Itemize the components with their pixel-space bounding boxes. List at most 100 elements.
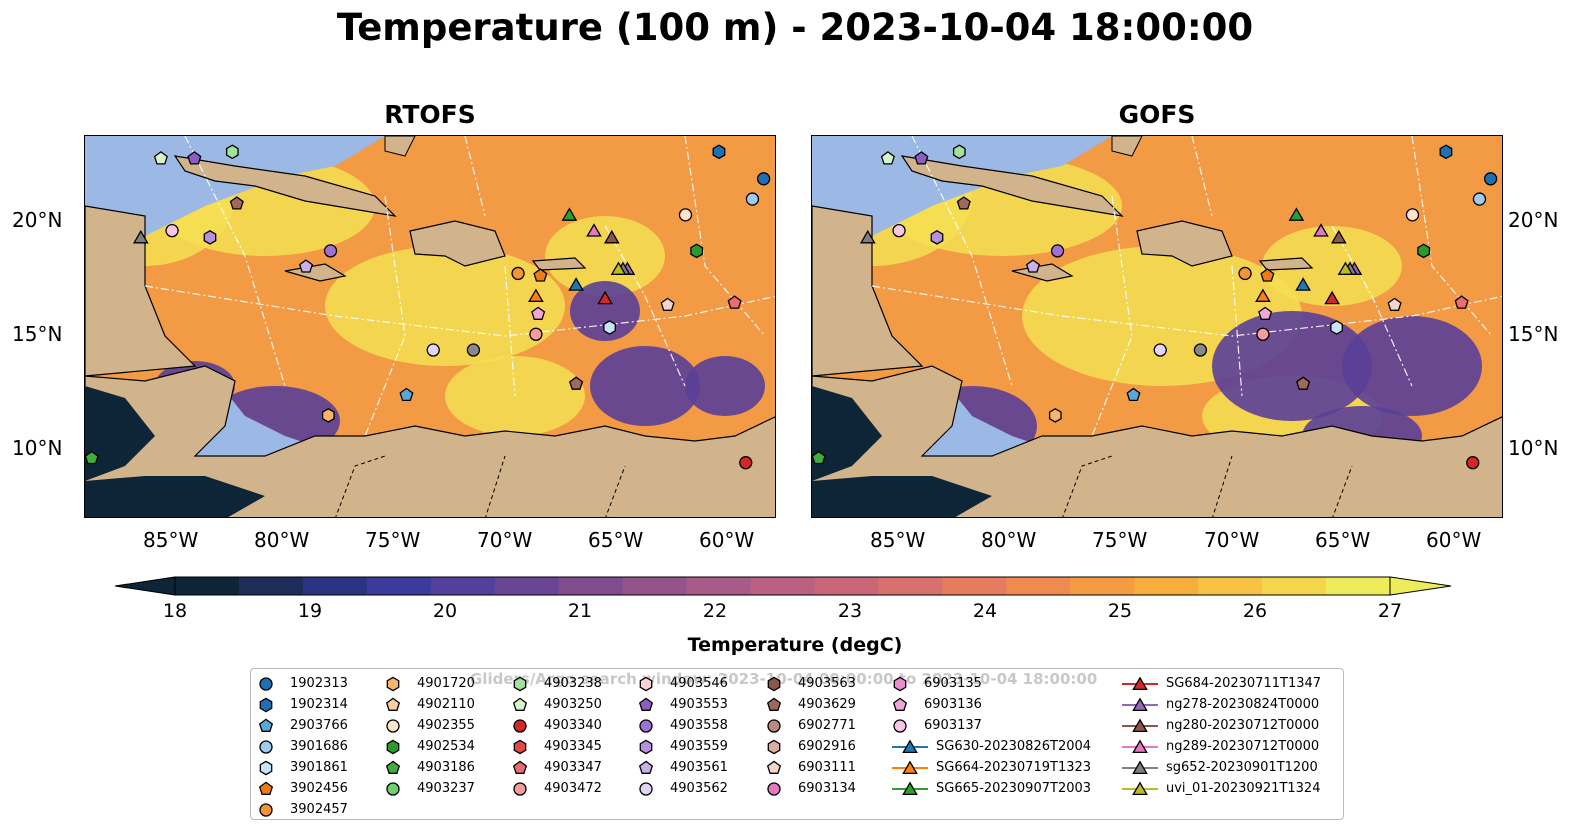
cool-patch	[1342, 316, 1482, 416]
legend-marker-ng289-20230712T0000	[1122, 739, 1158, 754]
colorbar-tick-27: 27	[1377, 600, 1403, 622]
legend-symbol	[259, 677, 273, 691]
float-marker-4903340	[1466, 456, 1480, 470]
legend-symbol	[385, 760, 401, 774]
legend-label: 4902534	[417, 739, 475, 754]
colorbar-tick-18: 18	[162, 600, 188, 622]
legend-symbol	[386, 739, 400, 755]
colorbar-segment	[175, 577, 240, 595]
legend-label: 6903136	[924, 697, 982, 712]
legend-symbol	[513, 782, 527, 796]
legend-label: 4903238	[544, 676, 602, 691]
legend-label: ng280-20230712T0000	[1166, 718, 1320, 733]
legend-label: SG664-20230719T1323	[936, 760, 1092, 775]
float-marker-1902314	[712, 144, 726, 160]
legend-label: 4903559	[670, 739, 728, 754]
legend-marker-4902110	[385, 697, 401, 711]
legend-symbol	[386, 782, 400, 796]
legend-marker-4903237	[386, 782, 400, 796]
float-marker-3901861	[603, 320, 616, 335]
float-marker-3902457	[511, 266, 525, 281]
legend-symbol	[1132, 739, 1148, 754]
glider-marker-SG665	[561, 207, 578, 221]
map-panel-gofs[interactable]	[811, 135, 1503, 518]
legend-marker-4903546	[639, 676, 653, 692]
colorbar	[115, 576, 1452, 596]
lon-tick-65w-gofs: 65°W	[1315, 528, 1371, 552]
legend-label: 6903111	[798, 760, 856, 775]
legend-label: 4903472	[544, 781, 602, 796]
legend-marker-4903561	[638, 760, 654, 774]
legend-symbol	[767, 719, 781, 733]
float-marker-4903629	[569, 376, 584, 390]
legend-marker-4903250	[512, 697, 528, 711]
lat-tick-15n-left: 15°N	[12, 322, 63, 346]
float-marker-2903766	[399, 387, 414, 402]
legend-symbol	[638, 697, 654, 711]
eez-boundary	[911, 136, 1013, 387]
cool-patch	[685, 356, 765, 416]
shelf-north	[85, 136, 385, 256]
legend-symbol	[386, 676, 400, 692]
lon-tick-75w-gofs: 75°W	[1092, 528, 1148, 552]
legend-symbol	[1132, 697, 1148, 712]
legend-marker-4903558	[639, 719, 653, 733]
legend-label: 4903629	[798, 697, 856, 712]
colorbar-extend-high	[1389, 576, 1452, 596]
legend-label: 3902456	[290, 781, 348, 796]
eez-boundary	[1091, 195, 1133, 437]
legend-symbol	[766, 760, 782, 774]
legend-label: 4903237	[417, 781, 475, 796]
float-marker-4903250	[153, 151, 168, 165]
legend-label: 4903558	[670, 718, 728, 733]
legend-symbol	[1132, 781, 1148, 796]
eez-boundary	[604, 225, 686, 387]
glider-marker-SG684	[597, 290, 613, 305]
legend-marker-SG665-20230907T2003	[892, 781, 928, 796]
eez-boundary	[871, 285, 1502, 337]
legend-label: 4903561	[670, 760, 728, 775]
legend-symbol	[513, 676, 527, 692]
colorbar-segment	[1198, 577, 1263, 595]
lon-tick-70w-gofs: 70°W	[1204, 528, 1260, 552]
pacific-dark	[812, 386, 882, 481]
float-marker-4903629	[229, 196, 244, 210]
float-marker-3901686	[745, 192, 760, 206]
legend-label: 3901861	[290, 760, 348, 775]
float-marker-1902314	[1439, 144, 1453, 160]
legend-symbol	[902, 739, 918, 754]
legend-marker-4902534	[386, 739, 400, 755]
lat-tick-15n-right: 15°N	[1508, 322, 1559, 346]
legend-label: 4903250	[544, 697, 602, 712]
legend-watermark: Gliders/Argo search window: 2023-10-04 0…	[470, 670, 1098, 688]
float-marker-1902313	[1483, 172, 1498, 186]
legend-label: 4903563	[798, 676, 856, 691]
land-central-america	[812, 205, 924, 377]
colorbar-segment	[1134, 577, 1199, 595]
land-puerto-rico	[1258, 257, 1314, 271]
lon-tick-80w-gofs: 80°W	[981, 528, 1037, 552]
colorbar-segment	[942, 577, 1007, 595]
colorbar-tick-25: 25	[1107, 600, 1133, 622]
lat-tick-10n-left: 10°N	[12, 436, 63, 460]
legend-label: 2903766	[290, 718, 348, 733]
legend-marker-4903562	[639, 782, 653, 796]
glider-marker-extra	[132, 229, 149, 244]
warm-patch	[325, 246, 565, 366]
legend	[250, 668, 1344, 820]
eez-boundary	[1191, 136, 1213, 217]
country-border	[335, 455, 626, 517]
colorbar-segment	[238, 577, 304, 595]
map-panel-rtofs[interactable]	[84, 135, 776, 518]
float-marker-4901720	[1048, 408, 1062, 423]
legend-label: SG665-20230907T2003	[936, 781, 1092, 796]
legend-symbol	[386, 719, 400, 733]
colorbar-segment	[558, 577, 624, 595]
legend-symbol	[766, 697, 782, 711]
legend-marker-4903186	[385, 760, 401, 774]
legend-label: SG630-20230826T2004	[936, 739, 1092, 754]
colorbar-frame	[174, 576, 1391, 596]
colorbar-segment	[1070, 577, 1135, 595]
legend-label: uvi_01-20230921T1324	[1166, 781, 1321, 796]
glider-marker-ng289	[586, 223, 602, 237]
